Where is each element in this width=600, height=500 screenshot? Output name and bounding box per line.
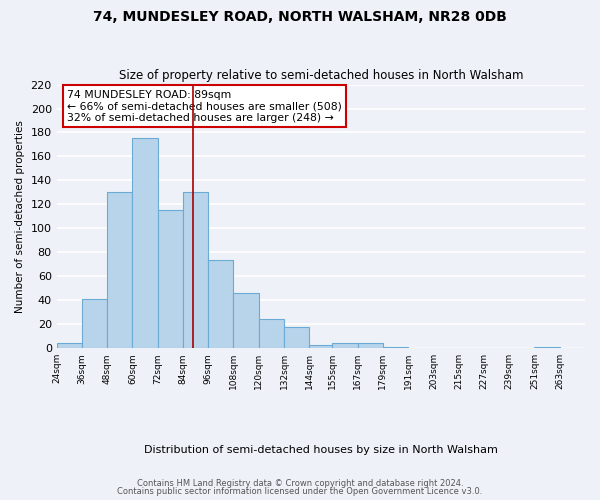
X-axis label: Distribution of semi-detached houses by size in North Walsham: Distribution of semi-detached houses by …: [144, 445, 498, 455]
Bar: [82, 299, 107, 348]
Bar: [358, 344, 383, 348]
Bar: [208, 260, 233, 348]
Bar: [309, 344, 332, 348]
Bar: [56, 344, 82, 348]
Y-axis label: Number of semi-detached properties: Number of semi-detached properties: [15, 120, 25, 313]
Bar: [107, 192, 133, 348]
Text: Contains HM Land Registry data © Crown copyright and database right 2024.: Contains HM Land Registry data © Crown c…: [137, 478, 463, 488]
Bar: [332, 344, 358, 348]
Bar: [233, 293, 259, 348]
Text: Contains public sector information licensed under the Open Government Licence v3: Contains public sector information licen…: [118, 487, 482, 496]
Title: Size of property relative to semi-detached houses in North Walsham: Size of property relative to semi-detach…: [119, 69, 523, 82]
Bar: [158, 210, 183, 348]
Text: 74 MUNDESLEY ROAD: 89sqm
← 66% of semi-detached houses are smaller (508)
32% of : 74 MUNDESLEY ROAD: 89sqm ← 66% of semi-d…: [67, 90, 342, 123]
Bar: [259, 320, 284, 348]
Bar: [183, 192, 208, 348]
Text: 74, MUNDESLEY ROAD, NORTH WALSHAM, NR28 0DB: 74, MUNDESLEY ROAD, NORTH WALSHAM, NR28 …: [93, 10, 507, 24]
Bar: [284, 326, 309, 348]
Bar: [133, 138, 158, 348]
Bar: [535, 347, 560, 348]
Bar: [383, 347, 408, 348]
